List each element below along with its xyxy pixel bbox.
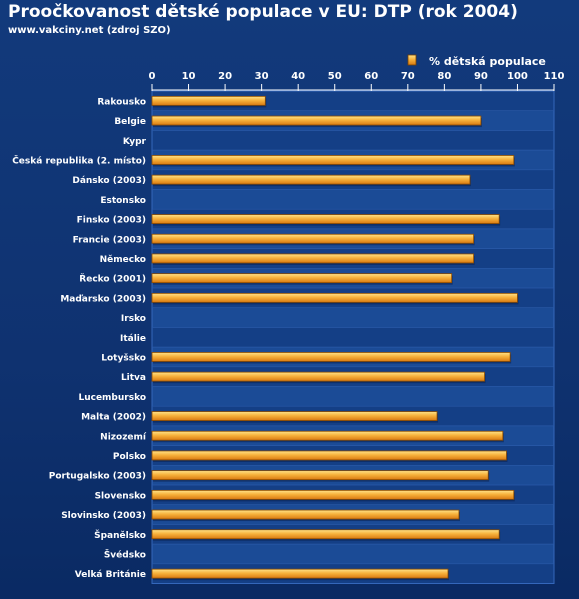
row-band bbox=[152, 130, 554, 151]
bar bbox=[151, 253, 475, 264]
bar bbox=[151, 292, 518, 303]
bar bbox=[151, 430, 504, 441]
category-label: Slovensko bbox=[95, 491, 146, 501]
bar bbox=[151, 470, 489, 481]
x-tick-label: 20 bbox=[218, 71, 232, 82]
x-tick-label: 60 bbox=[364, 71, 378, 82]
x-tick-label: 50 bbox=[328, 71, 342, 82]
bar bbox=[151, 450, 507, 461]
category-label: Belgie bbox=[114, 117, 146, 127]
category-label: Slovinsko (2003) bbox=[61, 511, 146, 521]
category-label: Kypr bbox=[123, 137, 147, 147]
category-label: Španělsko bbox=[94, 529, 146, 541]
category-label: Polsko bbox=[113, 452, 146, 462]
category-label: Dánsko (2003) bbox=[72, 176, 146, 186]
bar bbox=[151, 155, 515, 165]
category-label: Itálie bbox=[120, 334, 146, 344]
category-label: Finsko (2003) bbox=[77, 216, 146, 226]
category-label: Nizozemí bbox=[100, 432, 147, 442]
bar bbox=[151, 489, 515, 500]
bar bbox=[151, 174, 471, 185]
category-label: Estonsko bbox=[100, 196, 146, 206]
category-label: Malta (2002) bbox=[81, 413, 146, 423]
x-tick-label: 80 bbox=[437, 71, 451, 82]
x-tick-label: 110 bbox=[544, 71, 565, 82]
category-label: Francie (2003) bbox=[73, 235, 146, 245]
category-label: Německo bbox=[100, 254, 146, 265]
bar bbox=[151, 115, 482, 126]
x-tick-label: 70 bbox=[401, 71, 415, 82]
category-label: Lotyšsko bbox=[101, 352, 146, 363]
legend-swatch bbox=[407, 54, 417, 66]
row-band bbox=[152, 386, 554, 407]
category-label: Maďarsko (2003) bbox=[60, 294, 146, 304]
bar bbox=[151, 371, 485, 382]
chart-subtitle: www.vakciny.net (zdroj SZO) bbox=[8, 25, 171, 36]
legend-label: % dětská populace bbox=[429, 55, 546, 68]
plot-frame bbox=[151, 90, 555, 584]
category-label: Portugalsko (2003) bbox=[49, 472, 146, 482]
category-label: Litva bbox=[121, 373, 146, 383]
bar bbox=[151, 233, 475, 244]
x-tick-label: 90 bbox=[474, 71, 488, 82]
x-tick-label: 30 bbox=[255, 71, 269, 82]
bar bbox=[151, 95, 266, 106]
category-label: Irsko bbox=[121, 314, 146, 324]
category-label: Řecko (2001) bbox=[79, 273, 146, 285]
category-label: Velká Británie bbox=[75, 570, 146, 580]
bar bbox=[151, 273, 453, 284]
bar bbox=[151, 214, 500, 224]
chart-title: Proočkovanost dětské populace v EU: DTP … bbox=[8, 2, 518, 22]
category-label: Švédsko bbox=[104, 548, 146, 560]
bar bbox=[151, 352, 511, 362]
bar bbox=[151, 411, 438, 421]
category-label: Rakousko bbox=[97, 97, 146, 107]
x-tick-label: 40 bbox=[291, 71, 305, 82]
x-tick-label: 100 bbox=[507, 71, 528, 82]
category-label: Lucembursko bbox=[78, 393, 146, 403]
row-band bbox=[152, 307, 554, 328]
x-tick-label: 10 bbox=[182, 71, 196, 82]
row-band bbox=[152, 327, 554, 348]
x-tick-label: 0 bbox=[149, 71, 156, 82]
bar bbox=[151, 509, 460, 520]
bar bbox=[151, 568, 449, 579]
bar bbox=[151, 529, 500, 540]
chart-legend: % dětská populace bbox=[407, 54, 546, 68]
row-band bbox=[152, 189, 554, 210]
category-label: Česká republika (2. místo) bbox=[12, 154, 146, 166]
row-band bbox=[152, 544, 554, 564]
